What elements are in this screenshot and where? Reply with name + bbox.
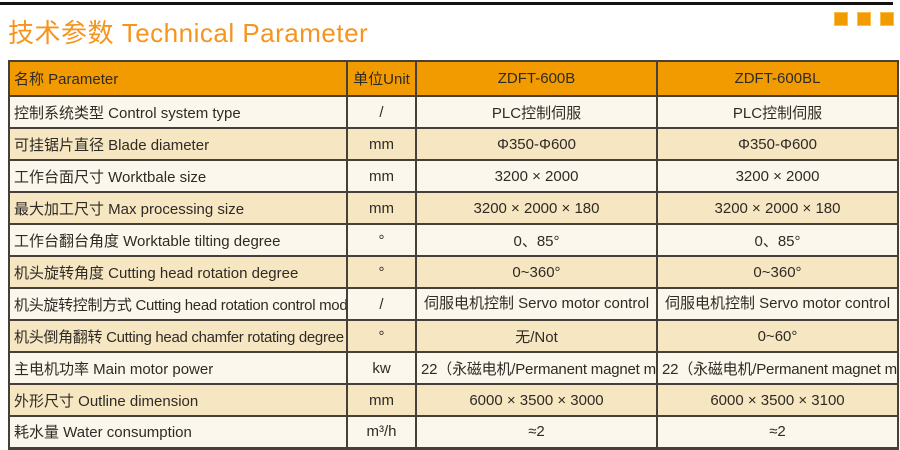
- value-cell-zdft600b: 无/Not: [415, 319, 658, 353]
- value-cell-zdft600bl: 22（永磁电机/Permanent magnet motors）: [656, 351, 899, 385]
- parameter-cell: 最大加工尺寸 Max processing size: [8, 191, 348, 225]
- table-row: 工作台翻台角度 Worktable tilting degree ° 0、85°…: [8, 223, 899, 257]
- table-row: 机头倒角翻转 Cutting head chamfer rotating deg…: [8, 319, 899, 353]
- value-cell-zdft600bl: 0~60°: [656, 319, 899, 353]
- value-cell-zdft600b: 6000 × 3500 × 3000: [415, 383, 658, 417]
- unit-cell: kw: [346, 351, 417, 385]
- value-cell-zdft600bl: ≈2: [656, 415, 899, 449]
- unit-cell: mm: [346, 191, 417, 225]
- table-row: 机头旋转角度 Cutting head rotation degree ° 0~…: [8, 255, 899, 289]
- decorative-squares: [834, 12, 894, 26]
- value-cell-zdft600bl: 0~360°: [656, 255, 899, 289]
- value-cell-zdft600b: ≈2: [415, 415, 658, 449]
- unit-cell: m³/h: [346, 415, 417, 449]
- parameter-cell: 工作台翻台角度 Worktable tilting degree: [8, 223, 348, 257]
- unit-cell: °: [346, 223, 417, 257]
- top-rule-line: [0, 2, 893, 5]
- unit-cell: mm: [346, 383, 417, 417]
- value-cell-zdft600b: PLC控制伺服: [415, 95, 658, 129]
- table-row: 机头旋转控制方式 Cutting head rotation control m…: [8, 287, 899, 321]
- value-cell-zdft600b: 3200 × 2000 × 180: [415, 191, 658, 225]
- table-row: 耗水量 Water consumption m³/h ≈2 ≈2: [8, 415, 899, 449]
- table-row: 最大加工尺寸 Max processing size mm 3200 × 200…: [8, 191, 899, 225]
- value-cell-zdft600b: 3200 × 2000: [415, 159, 658, 193]
- page-title: 技术参数 Technical Parameter: [8, 18, 369, 48]
- parameter-cell: 机头旋转角度 Cutting head rotation degree: [8, 255, 348, 289]
- table-row: 工作台面尺寸 Worktbale size mm 3200 × 2000 320…: [8, 159, 899, 193]
- header-unit: 单位Unit: [346, 60, 417, 97]
- table-row: 主电机功率 Main motor power kw 22（永磁电机/Perman…: [8, 351, 899, 385]
- unit-cell: °: [346, 255, 417, 289]
- value-cell-zdft600bl: 3200 × 2000: [656, 159, 899, 193]
- parameter-cell: 耗水量 Water consumption: [8, 415, 348, 449]
- value-cell-zdft600b: 0~360°: [415, 255, 658, 289]
- parameter-cell: 工作台面尺寸 Worktbale size: [8, 159, 348, 193]
- technical-parameter-table: 名称 Parameter 单位Unit ZDFT-600B ZDFT-600BL…: [8, 60, 899, 450]
- table-row: 可挂锯片直径 Blade diameter mm Φ350-Φ600 Φ350-…: [8, 127, 899, 161]
- header-parameter: 名称 Parameter: [8, 60, 348, 97]
- parameter-cell: 机头倒角翻转 Cutting head chamfer rotating deg…: [8, 319, 348, 353]
- value-cell-zdft600bl: 6000 × 3500 × 3100: [656, 383, 899, 417]
- table-row: 外形尺寸 Outline dimension mm 6000 × 3500 × …: [8, 383, 899, 417]
- parameter-cell: 机头旋转控制方式 Cutting head rotation control m…: [8, 287, 348, 321]
- value-cell-zdft600bl: 伺服电机控制 Servo motor control: [656, 287, 899, 321]
- orange-square-icon: [857, 12, 871, 26]
- unit-cell: mm: [346, 127, 417, 161]
- header-model-zdft600bl: ZDFT-600BL: [656, 60, 899, 97]
- unit-cell: °: [346, 319, 417, 353]
- orange-square-icon: [880, 12, 894, 26]
- parameter-cell: 主电机功率 Main motor power: [8, 351, 348, 385]
- table-header-row: 名称 Parameter 单位Unit ZDFT-600B ZDFT-600BL: [8, 60, 899, 97]
- value-cell-zdft600bl: 0、85°: [656, 223, 899, 257]
- parameter-cell: 可挂锯片直径 Blade diameter: [8, 127, 348, 161]
- value-cell-zdft600bl: Φ350-Φ600: [656, 127, 899, 161]
- value-cell-zdft600b: 22（永磁电机/Permanent magnet motors）: [415, 351, 658, 385]
- table-row: 控制系统类型 Control system type / PLC控制伺服 PLC…: [8, 95, 899, 129]
- parameter-cell: 外形尺寸 Outline dimension: [8, 383, 348, 417]
- unit-cell: /: [346, 95, 417, 129]
- value-cell-zdft600bl: 3200 × 2000 × 180: [656, 191, 899, 225]
- value-cell-zdft600b: Φ350-Φ600: [415, 127, 658, 161]
- parameter-cell: 控制系统类型 Control system type: [8, 95, 348, 129]
- orange-square-icon: [834, 12, 848, 26]
- header-model-zdft600b: ZDFT-600B: [415, 60, 658, 97]
- unit-cell: mm: [346, 159, 417, 193]
- value-cell-zdft600b: 0、85°: [415, 223, 658, 257]
- unit-cell: /: [346, 287, 417, 321]
- value-cell-zdft600b: 伺服电机控制 Servo motor control: [415, 287, 658, 321]
- value-cell-zdft600bl: PLC控制伺服: [656, 95, 899, 129]
